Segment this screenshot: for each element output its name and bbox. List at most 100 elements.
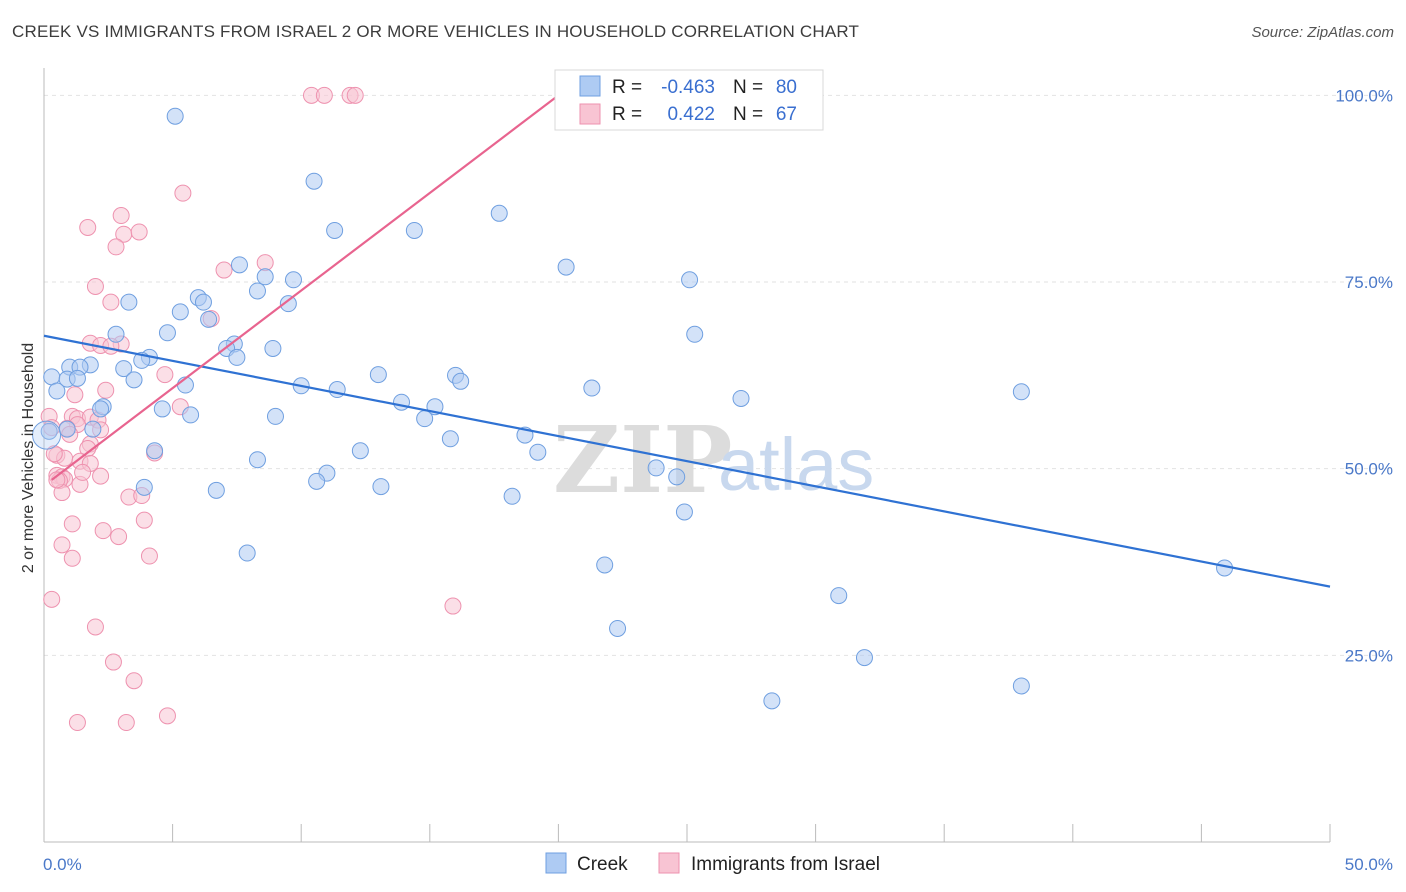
legend-n-value-creek: 80 (776, 77, 797, 98)
axes (43, 68, 1331, 843)
data-point (174, 184, 192, 202)
data-point (107, 238, 125, 256)
data-point (104, 653, 122, 671)
data-point (110, 528, 128, 546)
data-point (490, 204, 508, 222)
y-tick-label: 75.0% (1345, 273, 1393, 292)
chart-title: CREEK VS IMMIGRANTS FROM ISRAEL 2 OR MOR… (12, 22, 860, 41)
data-point (120, 293, 138, 311)
data-point (441, 430, 459, 448)
data-point (79, 218, 97, 236)
data-point (326, 221, 344, 239)
source-label: Source: ZipAtlas.com (1251, 24, 1394, 41)
trend-lines (43, 94, 1331, 588)
data-point (140, 547, 158, 565)
y-tick-label: 100.0% (1335, 86, 1393, 105)
legend-swatch-creek (579, 75, 601, 97)
data-point (68, 714, 86, 732)
data-point (369, 366, 387, 384)
data-point (171, 303, 189, 321)
stats-legend: R = -0.463 N = 80 R = 0.422 N = 67 (554, 69, 824, 131)
data-point (830, 587, 848, 605)
data-point (372, 478, 390, 496)
data-point (668, 468, 686, 486)
watermark-zip: ZIP (553, 406, 732, 514)
series-legend: Creek Immigrants from Israel (545, 852, 880, 875)
data-point (763, 692, 781, 710)
data-point (351, 442, 369, 460)
data-point (97, 381, 115, 399)
data-point (405, 221, 423, 239)
data-point (45, 445, 63, 463)
data-point (125, 672, 143, 690)
x-tick-label-max: 50.0% (1345, 855, 1393, 874)
trend-line-israel (51, 94, 560, 481)
data-point (92, 467, 110, 485)
data-point (452, 372, 470, 390)
data-point (529, 443, 547, 461)
data-point (230, 256, 248, 274)
legend-r-label-israel: R = (612, 104, 642, 125)
legend-n-label-creek: N = (733, 77, 763, 98)
bottom-legend-creek: Creek (577, 854, 628, 875)
data-point (1012, 383, 1030, 401)
trend-line-creek (43, 334, 1331, 588)
data-point (416, 410, 434, 428)
data-point-cluster (32, 420, 62, 450)
data-point (63, 549, 81, 567)
data-point (158, 324, 176, 342)
data-point (84, 420, 102, 438)
data-point (647, 459, 665, 477)
data-point (146, 442, 164, 460)
data-point (308, 472, 326, 490)
bottom-legend-israel: Immigrants from Israel (691, 854, 880, 875)
data-point (112, 207, 130, 225)
data-point (315, 86, 333, 104)
data-point (125, 371, 143, 389)
data-point (153, 400, 171, 418)
data-point (63, 515, 81, 533)
data-point (266, 407, 284, 425)
data-point (248, 451, 266, 469)
data-point (264, 339, 282, 357)
data-point (74, 463, 92, 481)
data-point (279, 295, 297, 313)
data-point (40, 422, 58, 440)
data-point (182, 406, 200, 424)
legend-n-label-israel: N = (733, 104, 763, 125)
data-point (256, 268, 274, 286)
data-point (228, 348, 246, 366)
data-point (583, 379, 601, 397)
data-point (503, 487, 521, 505)
legend-r-value-israel: 0.422 (667, 104, 715, 125)
data-point (596, 556, 614, 574)
legend-swatch-israel (579, 103, 601, 125)
data-point (238, 544, 256, 562)
data-point (86, 277, 104, 295)
data-point (256, 254, 274, 272)
data-point (135, 511, 153, 529)
data-point (92, 400, 110, 418)
data-point (117, 714, 135, 732)
bottom-legend-swatch-israel (658, 852, 680, 874)
bottom-legend-swatch-creek (545, 852, 567, 874)
series-creek-points (32, 107, 1234, 710)
data-point (94, 522, 112, 540)
data-point (855, 649, 873, 667)
data-point (675, 503, 693, 521)
data-point (48, 382, 66, 400)
legend-r-value-creek: -0.463 (661, 77, 715, 98)
legend-n-value-israel: 67 (776, 104, 797, 125)
data-point (102, 293, 120, 311)
series-israel-points (40, 86, 462, 732)
data-point (557, 258, 575, 276)
data-point (43, 368, 61, 386)
data-point (158, 707, 176, 725)
data-point (305, 172, 323, 190)
data-point (48, 471, 66, 489)
data-point (444, 597, 462, 615)
data-point (115, 360, 133, 378)
data-point (215, 261, 233, 279)
data-point (732, 389, 750, 407)
